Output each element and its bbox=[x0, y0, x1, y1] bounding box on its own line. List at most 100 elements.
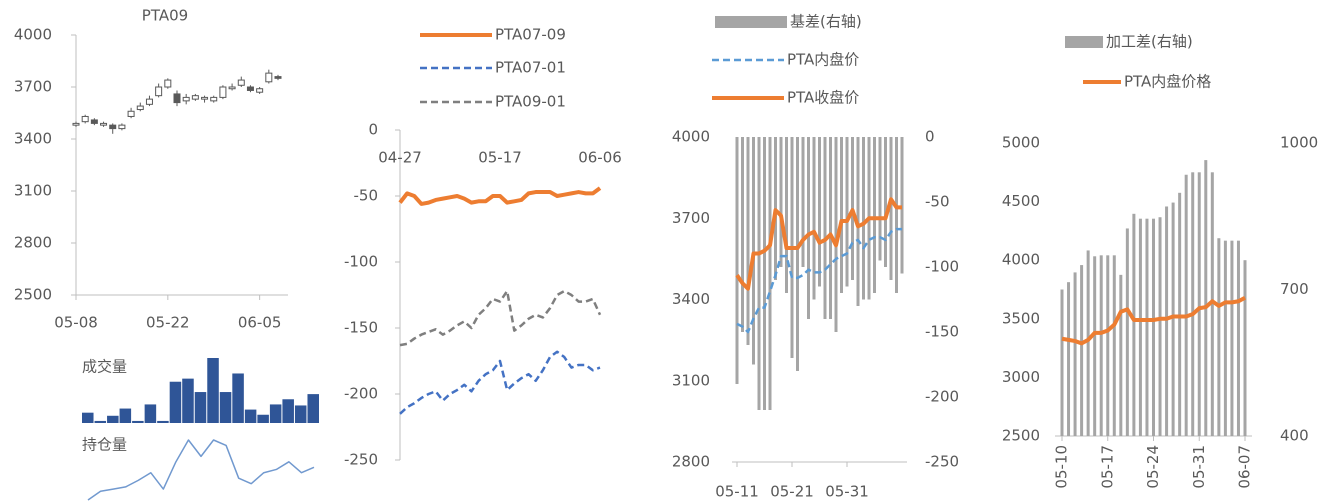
legend-label: 加工差(右轴) bbox=[1106, 33, 1193, 51]
candle-body bbox=[164, 79, 172, 88]
bar bbox=[895, 137, 898, 293]
legend-label: PTA内盘价 bbox=[787, 51, 859, 69]
bar bbox=[1093, 256, 1097, 436]
bar bbox=[1210, 172, 1214, 437]
y-tick-label: -150 bbox=[925, 323, 959, 341]
bar bbox=[1106, 255, 1110, 436]
y-tick-label: 3100 bbox=[14, 182, 52, 200]
bar bbox=[169, 381, 182, 423]
legend-label: 基差(右轴) bbox=[790, 13, 862, 31]
y-tick-label: 400 bbox=[1280, 427, 1309, 445]
bar bbox=[232, 373, 244, 423]
x-tick-label: 05-11 bbox=[715, 483, 759, 501]
candle-body bbox=[118, 124, 126, 130]
x-tick-label: 05-17 bbox=[1098, 445, 1116, 489]
bar bbox=[282, 399, 294, 423]
bar bbox=[1145, 218, 1149, 436]
bar bbox=[741, 137, 744, 332]
bar bbox=[1060, 289, 1064, 436]
candle-body bbox=[256, 88, 264, 93]
x-tick-label: 05-24 bbox=[1144, 445, 1162, 489]
bar bbox=[746, 137, 750, 345]
bar bbox=[1230, 240, 1234, 436]
y-tick-label: -50 bbox=[354, 187, 379, 205]
x-tick-label: 06-07 bbox=[1236, 445, 1254, 489]
y-tick-label: -100 bbox=[925, 258, 959, 276]
y-tick-label: 2500 bbox=[14, 286, 52, 304]
legend-swatch bbox=[715, 16, 787, 28]
line bbox=[87, 439, 315, 501]
bar bbox=[1073, 272, 1077, 436]
bar bbox=[834, 137, 838, 332]
bar bbox=[1236, 240, 1240, 436]
bar bbox=[1204, 160, 1208, 436]
bar bbox=[752, 137, 755, 365]
y-tick-label: 3500 bbox=[1002, 309, 1040, 327]
candle-body bbox=[127, 110, 135, 117]
legend-label: PTA内盘价格 bbox=[1124, 73, 1211, 91]
bar bbox=[157, 420, 169, 423]
bar bbox=[244, 409, 257, 423]
bar bbox=[1178, 192, 1182, 436]
bar bbox=[219, 392, 232, 423]
bar bbox=[900, 137, 904, 274]
x-tick-label: 05-17 bbox=[478, 149, 522, 167]
x-tick-label: 05-31 bbox=[1190, 445, 1208, 489]
candle-body bbox=[228, 86, 236, 90]
bar bbox=[862, 137, 865, 300]
candle-body bbox=[81, 115, 89, 123]
x-tick-label: 05-31 bbox=[825, 483, 869, 501]
bar bbox=[119, 408, 132, 423]
legend-label: PTA09-01 bbox=[495, 93, 566, 111]
y-tick-label: 4000 bbox=[1002, 251, 1040, 269]
y-tick-label: 3700 bbox=[14, 78, 52, 96]
x-tick-label: 05-22 bbox=[146, 314, 190, 332]
bar bbox=[779, 137, 783, 267]
y-tick-label: 700 bbox=[1280, 280, 1309, 298]
bar bbox=[873, 137, 876, 293]
chart-title: PTA09 bbox=[142, 7, 188, 25]
candle-body bbox=[90, 119, 98, 124]
y-tick-label: -200 bbox=[344, 385, 378, 403]
bar bbox=[1184, 174, 1188, 436]
candle-body bbox=[237, 79, 245, 86]
x-tick-label: 06-06 bbox=[578, 149, 622, 167]
bar bbox=[1080, 265, 1084, 436]
candle-body bbox=[210, 96, 218, 102]
bar bbox=[107, 415, 119, 423]
candle-body bbox=[100, 122, 108, 126]
y-tick-label: 3400 bbox=[672, 290, 710, 308]
y-tick-label: 0 bbox=[368, 121, 378, 139]
candle-body bbox=[201, 96, 209, 100]
x-tick-label: 05-10 bbox=[1053, 445, 1071, 489]
y-tick-label: 2500 bbox=[1002, 427, 1040, 445]
x-tick-label: 06-05 bbox=[238, 314, 282, 332]
y-tick-label: 3100 bbox=[672, 371, 710, 389]
y-tick-label: 5000 bbox=[1002, 134, 1040, 152]
y-tick-label: -100 bbox=[344, 253, 378, 271]
y-tick-label: -250 bbox=[344, 451, 378, 469]
bar bbox=[757, 137, 761, 410]
bar bbox=[307, 394, 319, 423]
bar bbox=[1067, 282, 1071, 436]
bar bbox=[1152, 218, 1155, 436]
bar bbox=[207, 358, 219, 423]
y-tick-label: 3700 bbox=[672, 209, 710, 227]
y-tick-label: -200 bbox=[925, 388, 959, 406]
bar bbox=[796, 137, 799, 371]
bar bbox=[840, 137, 843, 293]
bar bbox=[845, 137, 849, 287]
series-line bbox=[1061, 295, 1246, 346]
y-tick-label: 2800 bbox=[672, 453, 710, 471]
y-tick-label: 2800 bbox=[14, 234, 52, 252]
bar bbox=[1125, 228, 1129, 436]
bar bbox=[257, 414, 269, 423]
bar bbox=[1223, 240, 1227, 436]
y-tick-label: 3000 bbox=[1002, 368, 1040, 386]
series-line bbox=[736, 227, 902, 334]
candle-body bbox=[109, 124, 117, 130]
legend-label: PTA07-09 bbox=[495, 26, 566, 44]
legend-swatch bbox=[1065, 36, 1103, 48]
y-tick-label: -150 bbox=[344, 319, 378, 337]
